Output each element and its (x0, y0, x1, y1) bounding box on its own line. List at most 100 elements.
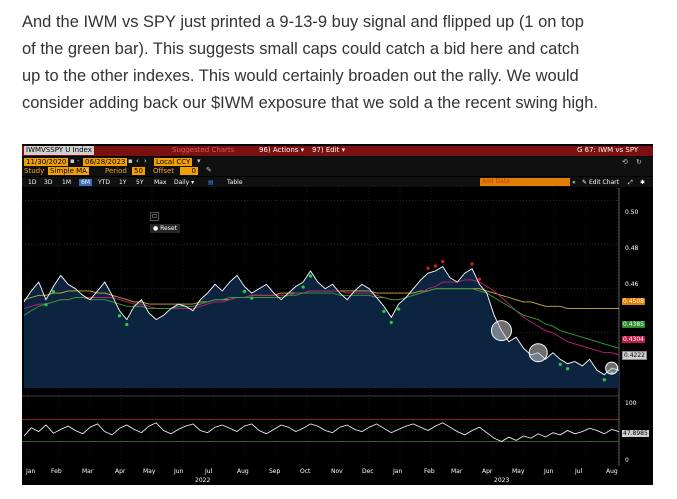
month-label: Feb (51, 468, 62, 475)
refresh-icon[interactable]: ↻ (636, 158, 642, 166)
back-arrow-icon[interactable]: ‹ (136, 157, 139, 165)
price-box-label: 0.4385 (623, 321, 644, 328)
buy-signal-mark (125, 322, 129, 327)
month-label: Jan (393, 468, 403, 475)
sell-signal-mark (470, 262, 474, 266)
price-tick-label: 0.48 (625, 245, 639, 252)
currency-field[interactable]: Local CCY (154, 158, 193, 166)
month-label: Apr (482, 468, 493, 475)
paragraph-line: of the green bar). This suggests small c… (22, 40, 580, 58)
price-tick-label: 0.50 (625, 209, 639, 216)
suggested-charts-link[interactable]: Suggested Charts (172, 146, 235, 154)
paragraph-line: up to the other indexes. This would cert… (22, 67, 579, 85)
month-label: Dec (362, 468, 374, 475)
buy-signal-mark (389, 320, 393, 324)
ticker-field[interactable]: IWMVSSPY U Index (24, 146, 94, 155)
buy-signal-mark (51, 289, 55, 294)
range-3d[interactable]: 3D (44, 179, 53, 186)
offset-label: Offset (153, 167, 175, 175)
month-label: Apr (115, 468, 126, 475)
range-ytd[interactable]: YTD (98, 179, 110, 186)
dropdown-icon[interactable]: ▾ (197, 157, 201, 165)
calendar-icon[interactable]: ▪ (70, 157, 75, 165)
highlight-circle (605, 361, 619, 375)
month-label: Nov (331, 468, 343, 475)
last-value-box-price: 0.4222 (622, 351, 647, 360)
collapse-icon[interactable]: « (572, 179, 576, 186)
month-label: Jun (174, 468, 184, 475)
reset-button[interactable]: ● Reset (150, 224, 180, 233)
zoom-icon[interactable]: ⤢ (628, 179, 633, 186)
buy-signal-mark (382, 309, 386, 313)
month-label: Jan (26, 468, 36, 475)
month-label: Feb (424, 468, 435, 475)
edit-menu[interactable]: 97) Edit ▾ (312, 146, 346, 154)
month-label: May (143, 468, 156, 475)
paragraph-line: And the IWM vs SPY just printed a 9-13-9… (22, 13, 584, 31)
price-box-label: 0.4508 (623, 298, 644, 305)
period-field[interactable]: 50 (132, 167, 145, 175)
month-label: Oct (300, 468, 311, 475)
sell-signal-mark (426, 266, 430, 270)
month-label: Aug (237, 468, 249, 475)
last-value-box-ma: 0.4508 (622, 298, 645, 305)
month-label: Jul (575, 468, 583, 475)
study-select[interactable]: Simple MA (48, 167, 89, 175)
moving-average-line (23, 288, 620, 349)
offset-field[interactable]: 0 (180, 167, 198, 175)
buy-signal-mark (602, 378, 606, 382)
buy-signal-mark (250, 296, 254, 300)
start-date-field[interactable]: 11/30/2020 (24, 158, 69, 166)
table-button[interactable]: Table (227, 179, 243, 186)
paragraph-line: consider adding back our $IWM exposure t… (22, 94, 598, 112)
frequency-select[interactable]: Daily ▾ (174, 179, 195, 186)
bloomberg-chart-screenshot: IWMVSSPY U Index Suggested Charts 96) Ac… (22, 144, 653, 485)
add-data-button[interactable]: Add Data (480, 178, 570, 186)
rsi-tick-label: 0 (625, 457, 629, 464)
buy-signal-mark (558, 362, 562, 366)
range-1d[interactable]: 1D (28, 179, 37, 186)
chart-plot-area (22, 188, 620, 485)
settings-gear-icon[interactable]: ✱ (640, 179, 646, 186)
month-label: Mar (82, 468, 94, 475)
price-box-label: 0.4304 (623, 336, 644, 343)
buy-signal-mark (308, 274, 313, 278)
month-label: Jun (544, 468, 554, 475)
range-max[interactable]: Max (154, 179, 167, 186)
chart-name: G 67: IWM vs SPY (577, 146, 639, 154)
actions-menu[interactable]: 96) Actions ▾ (259, 146, 305, 154)
period-label: Period (105, 167, 127, 175)
pencil-icon[interactable]: ✎ (206, 166, 212, 174)
buy-signal-mark (397, 307, 401, 311)
rsi-value-box: 47.8985 (622, 430, 649, 437)
buy-signal-mark (44, 303, 48, 307)
chart-title-bar: IWMVSSPY U Index Suggested Charts 96) Ac… (22, 146, 653, 156)
range-5y[interactable]: 5Y (136, 179, 144, 186)
range-6m[interactable]: 6M (79, 179, 92, 186)
sell-signal-mark (441, 260, 445, 264)
rsi-tick-label: 100 (625, 400, 637, 407)
range-toolbar (22, 177, 653, 187)
forward-arrow-icon[interactable]: › (144, 157, 147, 165)
commentary-paragraph: And the IWM vs SPY just printed a 9-13-9… (22, 9, 662, 117)
range-1m[interactable]: 1M (62, 179, 71, 186)
range-1y[interactable]: 1Y (119, 179, 127, 186)
sell-signal-mark (433, 264, 437, 268)
last-value-box-ma: 0.4385 (622, 321, 645, 328)
zoom-tool-icon[interactable]: ⊡ (150, 212, 160, 221)
month-label: May (512, 468, 525, 475)
highlight-circle (528, 343, 548, 363)
edit-chart-button[interactable]: ✎ Edit Chart (582, 179, 619, 186)
calendar-icon[interactable]: ▪ (128, 157, 133, 165)
price-tick-label: 0.46 (625, 281, 639, 288)
buy-signal-mark (301, 285, 305, 289)
chart-type-icon[interactable]: ▤ (208, 179, 214, 186)
end-date-field[interactable]: 06/28/2023 (83, 158, 128, 166)
dash-separator: - (77, 157, 80, 165)
month-label: Aug (606, 468, 618, 475)
month-label: Sep (269, 468, 281, 475)
undo-icon[interactable]: ⟲ (622, 158, 628, 166)
dropdown-icon[interactable]: ▾ (85, 166, 89, 174)
month-label: Jul (205, 468, 213, 475)
price-box-label: 0.4222 (624, 352, 645, 359)
